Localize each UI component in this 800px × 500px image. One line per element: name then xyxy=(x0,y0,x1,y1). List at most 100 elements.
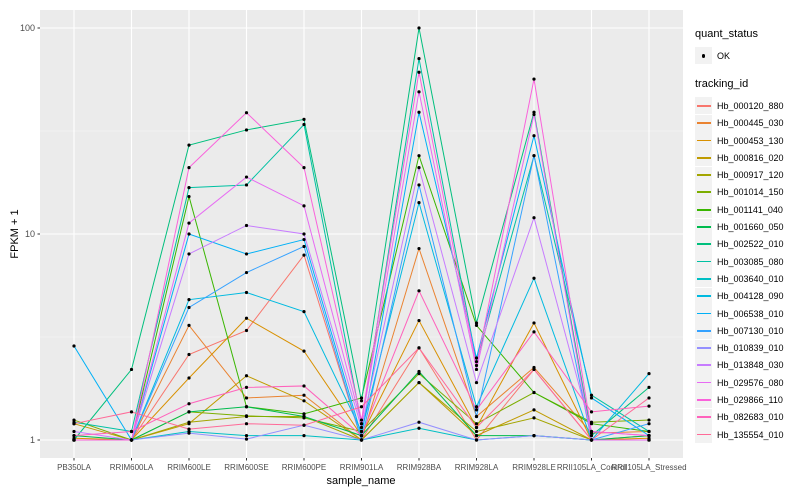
x-tick-label: RRIM600SE xyxy=(224,463,268,472)
data-point xyxy=(532,276,536,280)
legend-quant-status-title: quant_status xyxy=(695,28,758,40)
legend-key-box xyxy=(695,47,712,65)
data-point xyxy=(187,352,191,357)
data-point xyxy=(244,290,249,295)
data-point xyxy=(244,270,249,275)
data-point xyxy=(302,204,306,208)
data-point xyxy=(187,376,191,380)
series-color-line-icon xyxy=(696,208,711,211)
data-point xyxy=(72,422,76,426)
data-point xyxy=(474,438,479,442)
series-color-line-icon xyxy=(696,364,711,367)
data-point xyxy=(417,166,421,170)
legend-entry-Hb_000816_020: Hb_000816_020 xyxy=(695,149,799,167)
data-point xyxy=(244,175,249,179)
data-point xyxy=(474,367,479,372)
data-point xyxy=(359,405,364,409)
data-point xyxy=(417,201,421,205)
data-point xyxy=(187,431,191,435)
series-color-line-icon xyxy=(696,139,711,142)
legend-entry-Hb_003640_010: Hb_003640_010 xyxy=(695,270,799,288)
data-point xyxy=(474,360,479,364)
data-point xyxy=(532,216,536,220)
data-point xyxy=(474,380,479,385)
legend-tracking-id-title: tracking_id xyxy=(695,78,749,91)
data-point xyxy=(244,414,249,418)
series-color-line-icon xyxy=(696,416,711,419)
y-tick-label: 10 xyxy=(25,229,35,239)
series-color-line-icon xyxy=(696,243,711,246)
data-point xyxy=(302,349,306,353)
legend-key-box xyxy=(695,391,712,409)
data-point xyxy=(187,221,191,225)
x-tick-label: RRIM928BA xyxy=(397,463,442,472)
data-point xyxy=(474,434,479,438)
series-color-line-icon xyxy=(696,226,711,228)
data-point xyxy=(244,422,249,426)
data-point xyxy=(647,404,651,408)
legend-entry-label: Hb_029866_110 xyxy=(717,394,783,405)
data-point xyxy=(532,408,536,412)
data-point xyxy=(417,110,421,114)
legend-entry-label: Hb_001141_040 xyxy=(717,204,783,215)
data-point xyxy=(187,185,191,190)
data-point xyxy=(302,253,306,257)
series-color-line-icon xyxy=(696,312,711,315)
x-tick-label: RRII105LA_Stressed xyxy=(611,463,686,472)
legend-entry-label: Hb_010839_010 xyxy=(717,343,784,354)
legend-key-box xyxy=(695,183,712,201)
data-point xyxy=(474,425,479,430)
data-point xyxy=(647,372,651,376)
legend-entry-Hb_006538_010: Hb_006538_010 xyxy=(695,305,799,322)
data-point xyxy=(302,310,306,314)
data-point xyxy=(359,438,364,442)
legend-entry-Hb_004128_090: Hb_004128_090 xyxy=(695,287,799,305)
data-point xyxy=(129,438,134,442)
data-point xyxy=(187,410,191,414)
data-point xyxy=(359,425,364,430)
data-point xyxy=(532,434,536,438)
data-point xyxy=(474,422,479,426)
legend-key-box xyxy=(695,305,712,322)
data-point xyxy=(244,434,249,438)
legend-entry-label: Hb_002522_010 xyxy=(717,239,784,250)
legend-entry-Hb_003085_080: Hb_003085_080 xyxy=(695,253,799,271)
legend-entry-label: Hb_003640_010 xyxy=(717,273,784,284)
data-point xyxy=(417,26,421,30)
legend-quant-status-section: quant_status OK xyxy=(695,28,799,65)
data-point xyxy=(244,183,249,187)
legend-entry-Hb_000120_880: Hb_000120_880 xyxy=(695,97,799,115)
data-point xyxy=(474,321,479,325)
data-point xyxy=(244,328,249,333)
data-point xyxy=(302,384,306,388)
data-point xyxy=(72,344,76,348)
data-point xyxy=(474,356,479,360)
data-point xyxy=(72,434,76,438)
data-point xyxy=(417,420,421,424)
data-point xyxy=(187,420,191,424)
data-point xyxy=(244,437,249,441)
data-point xyxy=(187,232,191,236)
legend-entry-Hb_000917_120: Hb_000917_120 xyxy=(695,166,799,184)
legend-key-box xyxy=(695,322,712,340)
legend: quant_status OK tracking_id Hb_000120_88… xyxy=(695,28,799,457)
data-point xyxy=(244,374,249,378)
data-point xyxy=(647,422,651,426)
data-point xyxy=(532,416,536,420)
data-point xyxy=(187,194,191,199)
data-point xyxy=(589,429,594,434)
data-point xyxy=(417,289,421,293)
legend-entry-label: Hb_006538_010 xyxy=(717,308,784,319)
legend-entry-label: Hb_000453_130 xyxy=(717,135,784,146)
legend-entry-Hb_029576_080: Hb_029576_080 xyxy=(695,374,799,392)
data-point xyxy=(474,429,479,434)
data-point xyxy=(359,418,364,422)
data-point xyxy=(302,423,306,427)
data-point xyxy=(589,422,594,426)
data-point xyxy=(532,112,536,117)
data-point xyxy=(647,418,651,422)
data-point xyxy=(532,367,536,372)
legend-entry-label: Hb_007130_010 xyxy=(717,325,784,336)
legend-key-box xyxy=(695,149,712,167)
